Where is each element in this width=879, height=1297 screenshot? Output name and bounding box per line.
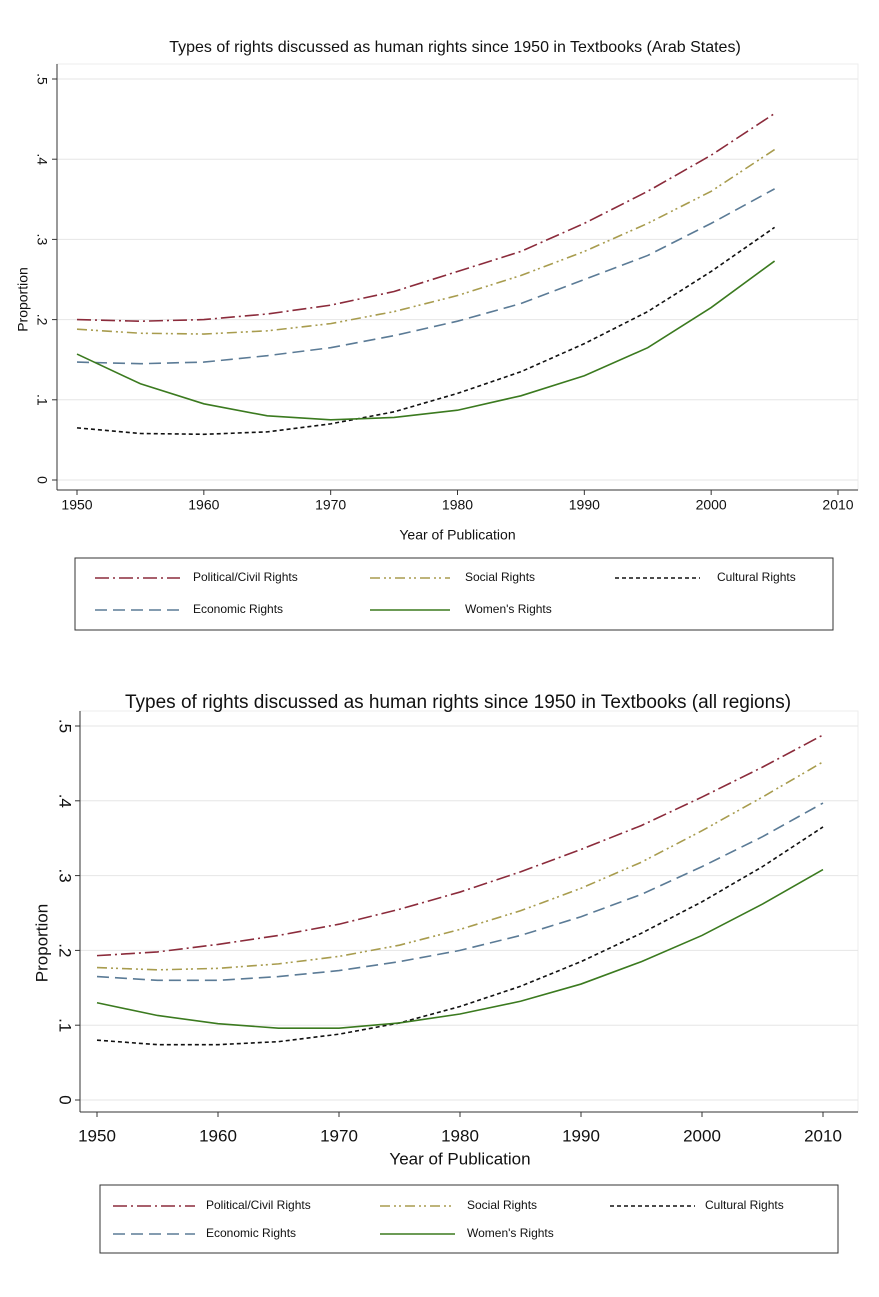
y-tick-label: .2 bbox=[56, 943, 75, 957]
y-tick-label: .4 bbox=[34, 153, 50, 165]
chart-title: Types of rights discussed as human right… bbox=[125, 692, 791, 713]
x-tick-label: 1960 bbox=[188, 497, 219, 513]
legend-label: Women's Rights bbox=[465, 602, 552, 616]
y-tick-label: .2 bbox=[34, 314, 50, 326]
series-line bbox=[96, 826, 824, 1046]
chart: Types of rights discussed as human right… bbox=[32, 692, 859, 1254]
series-line bbox=[76, 226, 776, 436]
chart: Types of rights discussed as human right… bbox=[15, 39, 859, 631]
y-tick-label: .3 bbox=[34, 234, 50, 246]
legend-label: Political/Civil Rights bbox=[206, 1198, 311, 1212]
series-line bbox=[76, 148, 776, 335]
y-tick-label: .3 bbox=[56, 869, 75, 883]
x-axis-title: Year of Publication bbox=[389, 1149, 530, 1168]
legend-label: Social Rights bbox=[465, 570, 535, 584]
x-tick-label: 2000 bbox=[696, 497, 727, 513]
x-axis-title: Year of Publication bbox=[399, 527, 515, 543]
legend-label: Economic Rights bbox=[206, 1226, 296, 1240]
x-tick-label: 2010 bbox=[804, 1126, 842, 1145]
y-tick-label: .1 bbox=[34, 394, 50, 406]
x-tick-label: 1980 bbox=[442, 497, 473, 513]
series-line bbox=[96, 868, 824, 1029]
x-tick-label: 1990 bbox=[562, 1126, 600, 1145]
x-tick-label: 1990 bbox=[569, 497, 600, 513]
x-tick-label: 1950 bbox=[61, 497, 92, 513]
legend-label: Cultural Rights bbox=[717, 570, 796, 584]
y-axis-title: Proportion bbox=[32, 904, 51, 982]
legend-label: Cultural Rights bbox=[705, 1198, 784, 1212]
y-axis-title: Proportion bbox=[15, 267, 31, 332]
legend-box bbox=[74, 557, 834, 631]
legend-label: Women's Rights bbox=[467, 1226, 554, 1240]
x-tick-label: 1970 bbox=[315, 497, 346, 513]
series-line bbox=[76, 112, 776, 323]
series-line bbox=[96, 734, 824, 957]
legend-label: Political/Civil Rights bbox=[193, 570, 298, 584]
x-tick-label: 2010 bbox=[822, 497, 853, 513]
legend-label: Social Rights bbox=[467, 1198, 537, 1212]
y-tick-label: .5 bbox=[34, 73, 50, 85]
plot-area bbox=[79, 710, 859, 1113]
y-tick-label: 0 bbox=[56, 1095, 75, 1104]
legend-box bbox=[99, 1184, 839, 1254]
x-tick-label: 2000 bbox=[683, 1126, 721, 1145]
x-tick-label: 1950 bbox=[78, 1126, 116, 1145]
x-tick-label: 1980 bbox=[441, 1126, 479, 1145]
y-tick-label: .4 bbox=[56, 794, 75, 808]
y-tick-label: .1 bbox=[56, 1018, 75, 1032]
series-line bbox=[76, 260, 776, 421]
series-line bbox=[96, 761, 824, 971]
y-tick-label: .5 bbox=[56, 719, 75, 733]
series-line bbox=[96, 802, 824, 982]
legend-label: Economic Rights bbox=[193, 602, 283, 616]
plot-area bbox=[56, 63, 859, 491]
y-tick-label: 0 bbox=[34, 476, 50, 484]
x-tick-label: 1960 bbox=[199, 1126, 237, 1145]
chart-title: Types of rights discussed as human right… bbox=[169, 39, 741, 56]
x-tick-label: 1970 bbox=[320, 1126, 358, 1145]
series-line bbox=[76, 188, 775, 365]
